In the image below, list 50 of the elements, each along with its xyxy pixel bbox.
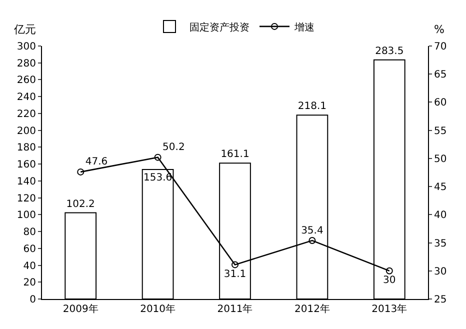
x-tick-label: 2009年 (62, 303, 98, 315)
point (308, 237, 316, 244)
data-label: 50.2 (162, 142, 185, 154)
data-label: 102.2 (66, 198, 95, 210)
y-tick-label: 220 (16, 108, 36, 120)
data-label: 35.4 (301, 225, 324, 236)
y2-tick-label: 55 (434, 126, 447, 137)
legend-label: 增速 (294, 21, 314, 34)
y2-axis-title: % (434, 23, 444, 36)
x-tick-label: 2013年 (372, 303, 408, 315)
x-tick-label: 2010年 (140, 303, 176, 315)
data-label: 283.5 (375, 46, 404, 57)
data-label: 161.1 (220, 149, 250, 160)
y-tick-label: 200 (16, 126, 36, 137)
y-tick-label: 300 (16, 42, 36, 52)
y-tick-label: 280 (16, 58, 36, 70)
y2-tick-label: 65 (434, 70, 447, 81)
y2-tick-label: 25 (434, 294, 447, 306)
point (232, 261, 238, 268)
y-axis-title: 亿元 (13, 23, 36, 36)
y2-tick-label: 60 (434, 98, 447, 109)
y-tick-label: 260 (16, 75, 36, 86)
y-tick-label: 100 (16, 210, 36, 222)
data-label: 30 (383, 275, 396, 286)
data-label: 47.6 (85, 156, 108, 168)
point (77, 168, 84, 176)
y2-tick-label: 35 (434, 238, 447, 250)
x-tick-label: 2012年 (294, 303, 330, 315)
y2-tick-label: 45 (434, 182, 447, 194)
data-label: 218.1 (298, 101, 327, 112)
y-tick-label: 140 (16, 176, 36, 188)
y-tick-label: 240 (16, 92, 36, 104)
y2-tick-label: 40 (434, 210, 447, 222)
point (386, 267, 393, 274)
y-tick-label: 0 (30, 294, 36, 306)
y-tick-label: 20 (23, 278, 36, 289)
legend-label: 固定资产投资 (190, 21, 250, 34)
data-label: 31.1 (224, 268, 246, 280)
y-tick-label: 80 (23, 227, 36, 238)
y-tick-label: 160 (16, 160, 36, 171)
y-tick-label: 60 (23, 244, 36, 255)
point (154, 154, 162, 161)
x-tick-label: 2011年 (217, 303, 253, 315)
data-label: 153.6 (143, 172, 172, 184)
y2-tick-label: 70 (434, 42, 447, 52)
y-tick-label: 40 (23, 260, 36, 272)
y2-tick-label: 50 (434, 154, 447, 165)
y-tick-label: 180 (16, 142, 36, 154)
y2-tick-label: 30 (434, 266, 447, 278)
y-tick-label: 120 (16, 193, 36, 204)
